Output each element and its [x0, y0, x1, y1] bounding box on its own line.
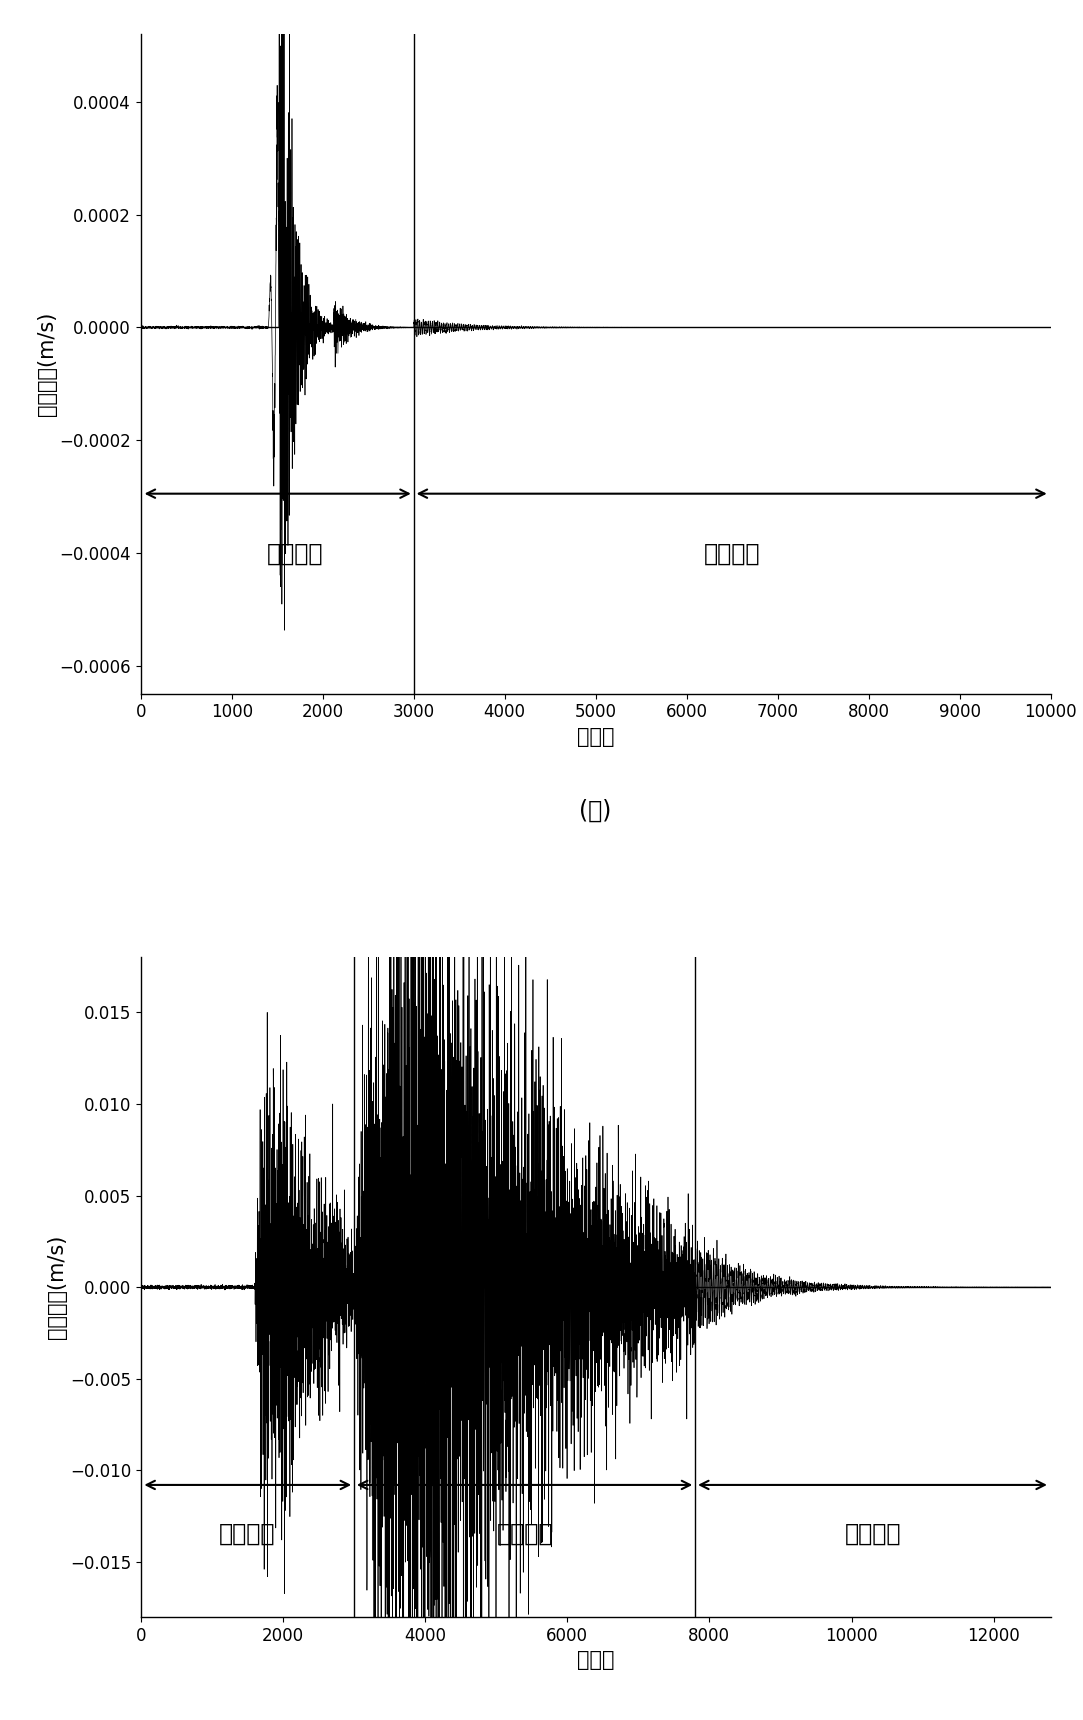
- Text: 重复信息: 重复信息: [496, 1522, 552, 1546]
- Text: 有效信息: 有效信息: [219, 1522, 276, 1546]
- Y-axis label: 波速振幅(m/s): 波速振幅(m/s): [47, 1235, 67, 1340]
- Text: 无效信息: 无效信息: [845, 1522, 901, 1546]
- X-axis label: 采样点: 采样点: [577, 728, 614, 746]
- Text: 无效信息: 无效信息: [704, 542, 760, 566]
- X-axis label: 采样点: 采样点: [577, 1649, 614, 1670]
- Y-axis label: 波速振幅(m/s): 波速振幅(m/s): [37, 311, 56, 416]
- Text: (ａ): (ａ): [579, 800, 612, 824]
- Text: 有效信息: 有效信息: [268, 542, 324, 566]
